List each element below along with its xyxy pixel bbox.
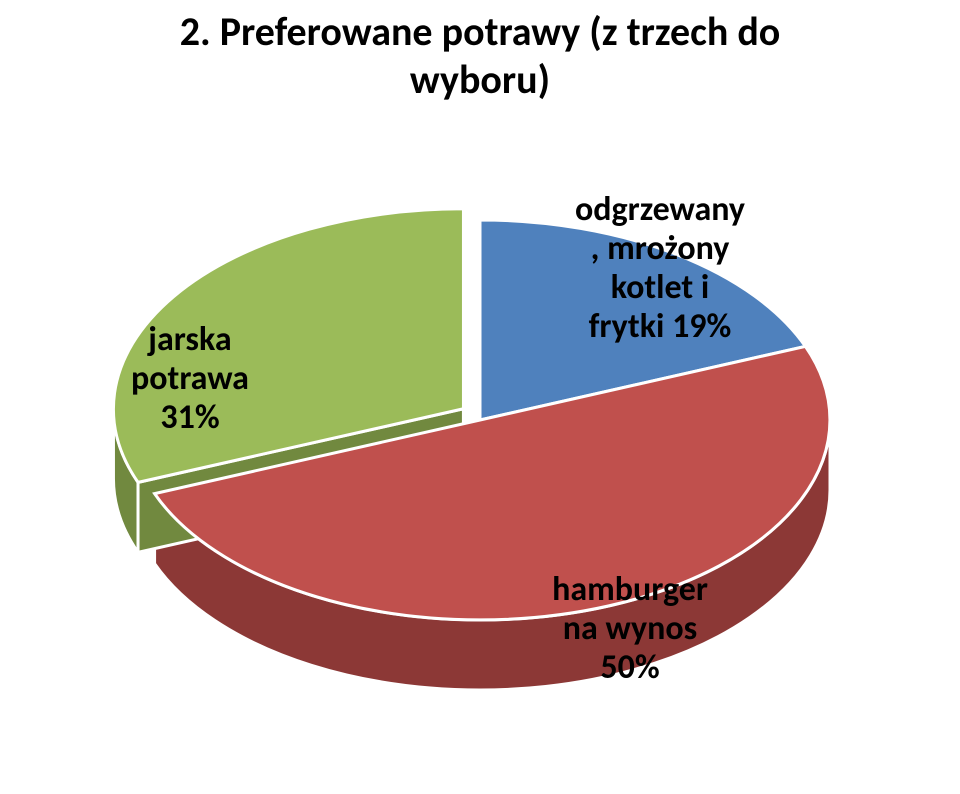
slice-label-kotlet: odgrzewany , mrożony kotlet i frytki 19% bbox=[530, 190, 790, 346]
slice-label-hamburger: hamburger na wynos 50% bbox=[500, 570, 760, 687]
slice-label-jarska: jarska potrawa 31% bbox=[100, 320, 280, 437]
